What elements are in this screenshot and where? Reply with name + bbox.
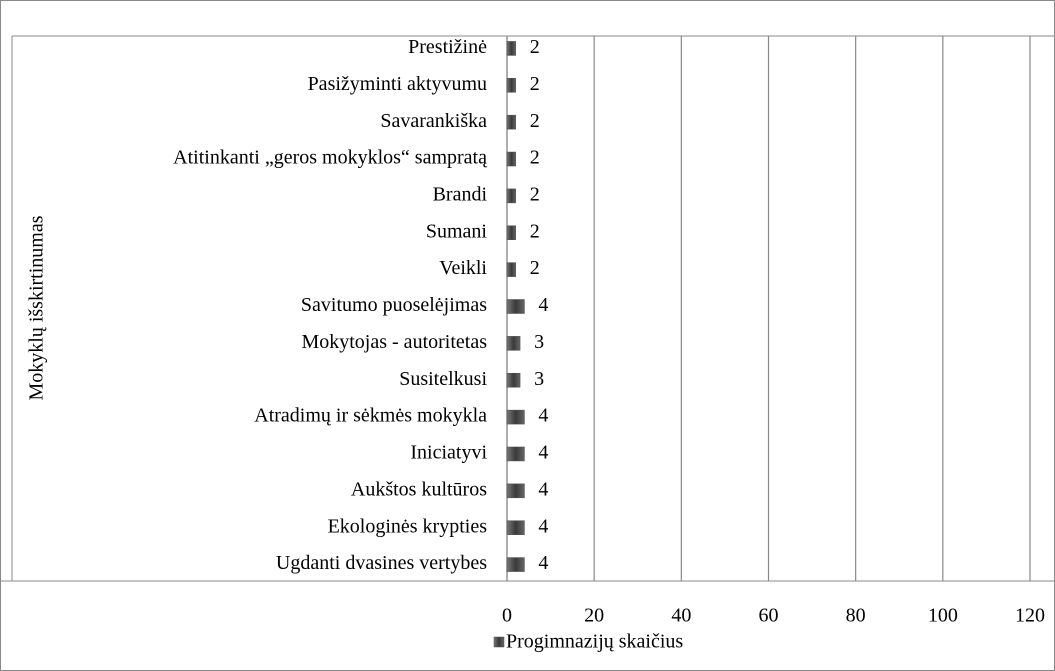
- bar: [506, 299, 525, 314]
- bar: [506, 409, 525, 425]
- x-tick-label: 120: [1015, 605, 1045, 627]
- bar: [506, 151, 516, 167]
- bar: [506, 262, 516, 277]
- y-tick-label: Ugdanti dvasines vertybes: [276, 552, 487, 574]
- y-tick-label: Veikli: [439, 257, 487, 279]
- bar: [506, 520, 525, 535]
- y-tick-label: Mokytojas - autoritetas: [301, 331, 487, 353]
- x-tick-label: 60: [759, 605, 779, 627]
- data-label: 2: [530, 36, 540, 58]
- y-axis-label: Mokyklų išskirtinumas: [26, 215, 48, 400]
- data-label: 2: [530, 73, 540, 95]
- data-label: 2: [530, 110, 540, 132]
- y-tick-label: Savitumo puoselėjimas: [301, 294, 487, 316]
- data-label: 3: [534, 331, 544, 353]
- y-tick-label: Pasižyminti aktyvumu: [308, 73, 487, 95]
- bar: [506, 188, 516, 204]
- x-tick-label: 20: [584, 605, 604, 627]
- data-label: 4: [538, 478, 548, 500]
- data-label: 2: [530, 147, 540, 169]
- y-tick-label: Iniciatyvi: [410, 442, 487, 464]
- x-tick-label: 100: [928, 605, 958, 627]
- y-tick-label: Ekologinės krypties: [328, 515, 488, 537]
- bar: [506, 557, 525, 572]
- data-label: 4: [538, 442, 548, 464]
- bar: [506, 372, 521, 388]
- legend-label: Progimnazijų skaičius: [506, 631, 683, 653]
- data-label: 4: [538, 515, 548, 537]
- y-tick-label: Brandi: [433, 183, 488, 205]
- y-tick-label: Sumani: [426, 220, 488, 242]
- y-tick-label: Prestižinė: [408, 36, 487, 58]
- y-tick-label: Susitelkusi: [399, 368, 487, 390]
- legend-swatch: [493, 636, 505, 648]
- bar: [506, 446, 525, 462]
- x-tick-label: 40: [671, 605, 691, 627]
- bar: [506, 114, 516, 130]
- data-label: 4: [538, 405, 548, 427]
- bar: [506, 78, 516, 93]
- y-tick-label: Aukštos kultūros: [351, 478, 487, 500]
- bar: [506, 225, 516, 241]
- x-tick-label: 80: [846, 605, 866, 627]
- data-label: 4: [538, 552, 548, 574]
- data-label: 2: [530, 183, 540, 205]
- bar: [506, 41, 516, 56]
- data-label: 2: [530, 257, 540, 279]
- y-tick-label: Atitinkanti „geros mokyklos“ sampratą: [173, 147, 488, 169]
- y-tick-label: Atradimų ir sėkmės mokykla: [254, 405, 487, 427]
- data-label: 3: [534, 368, 544, 390]
- bar: [506, 483, 525, 499]
- y-tick-label: Savarankiška: [380, 110, 487, 132]
- x-tick-label: 0: [502, 605, 512, 627]
- data-label: 4: [538, 294, 548, 316]
- bar: [506, 336, 521, 351]
- data-label: 2: [530, 220, 540, 242]
